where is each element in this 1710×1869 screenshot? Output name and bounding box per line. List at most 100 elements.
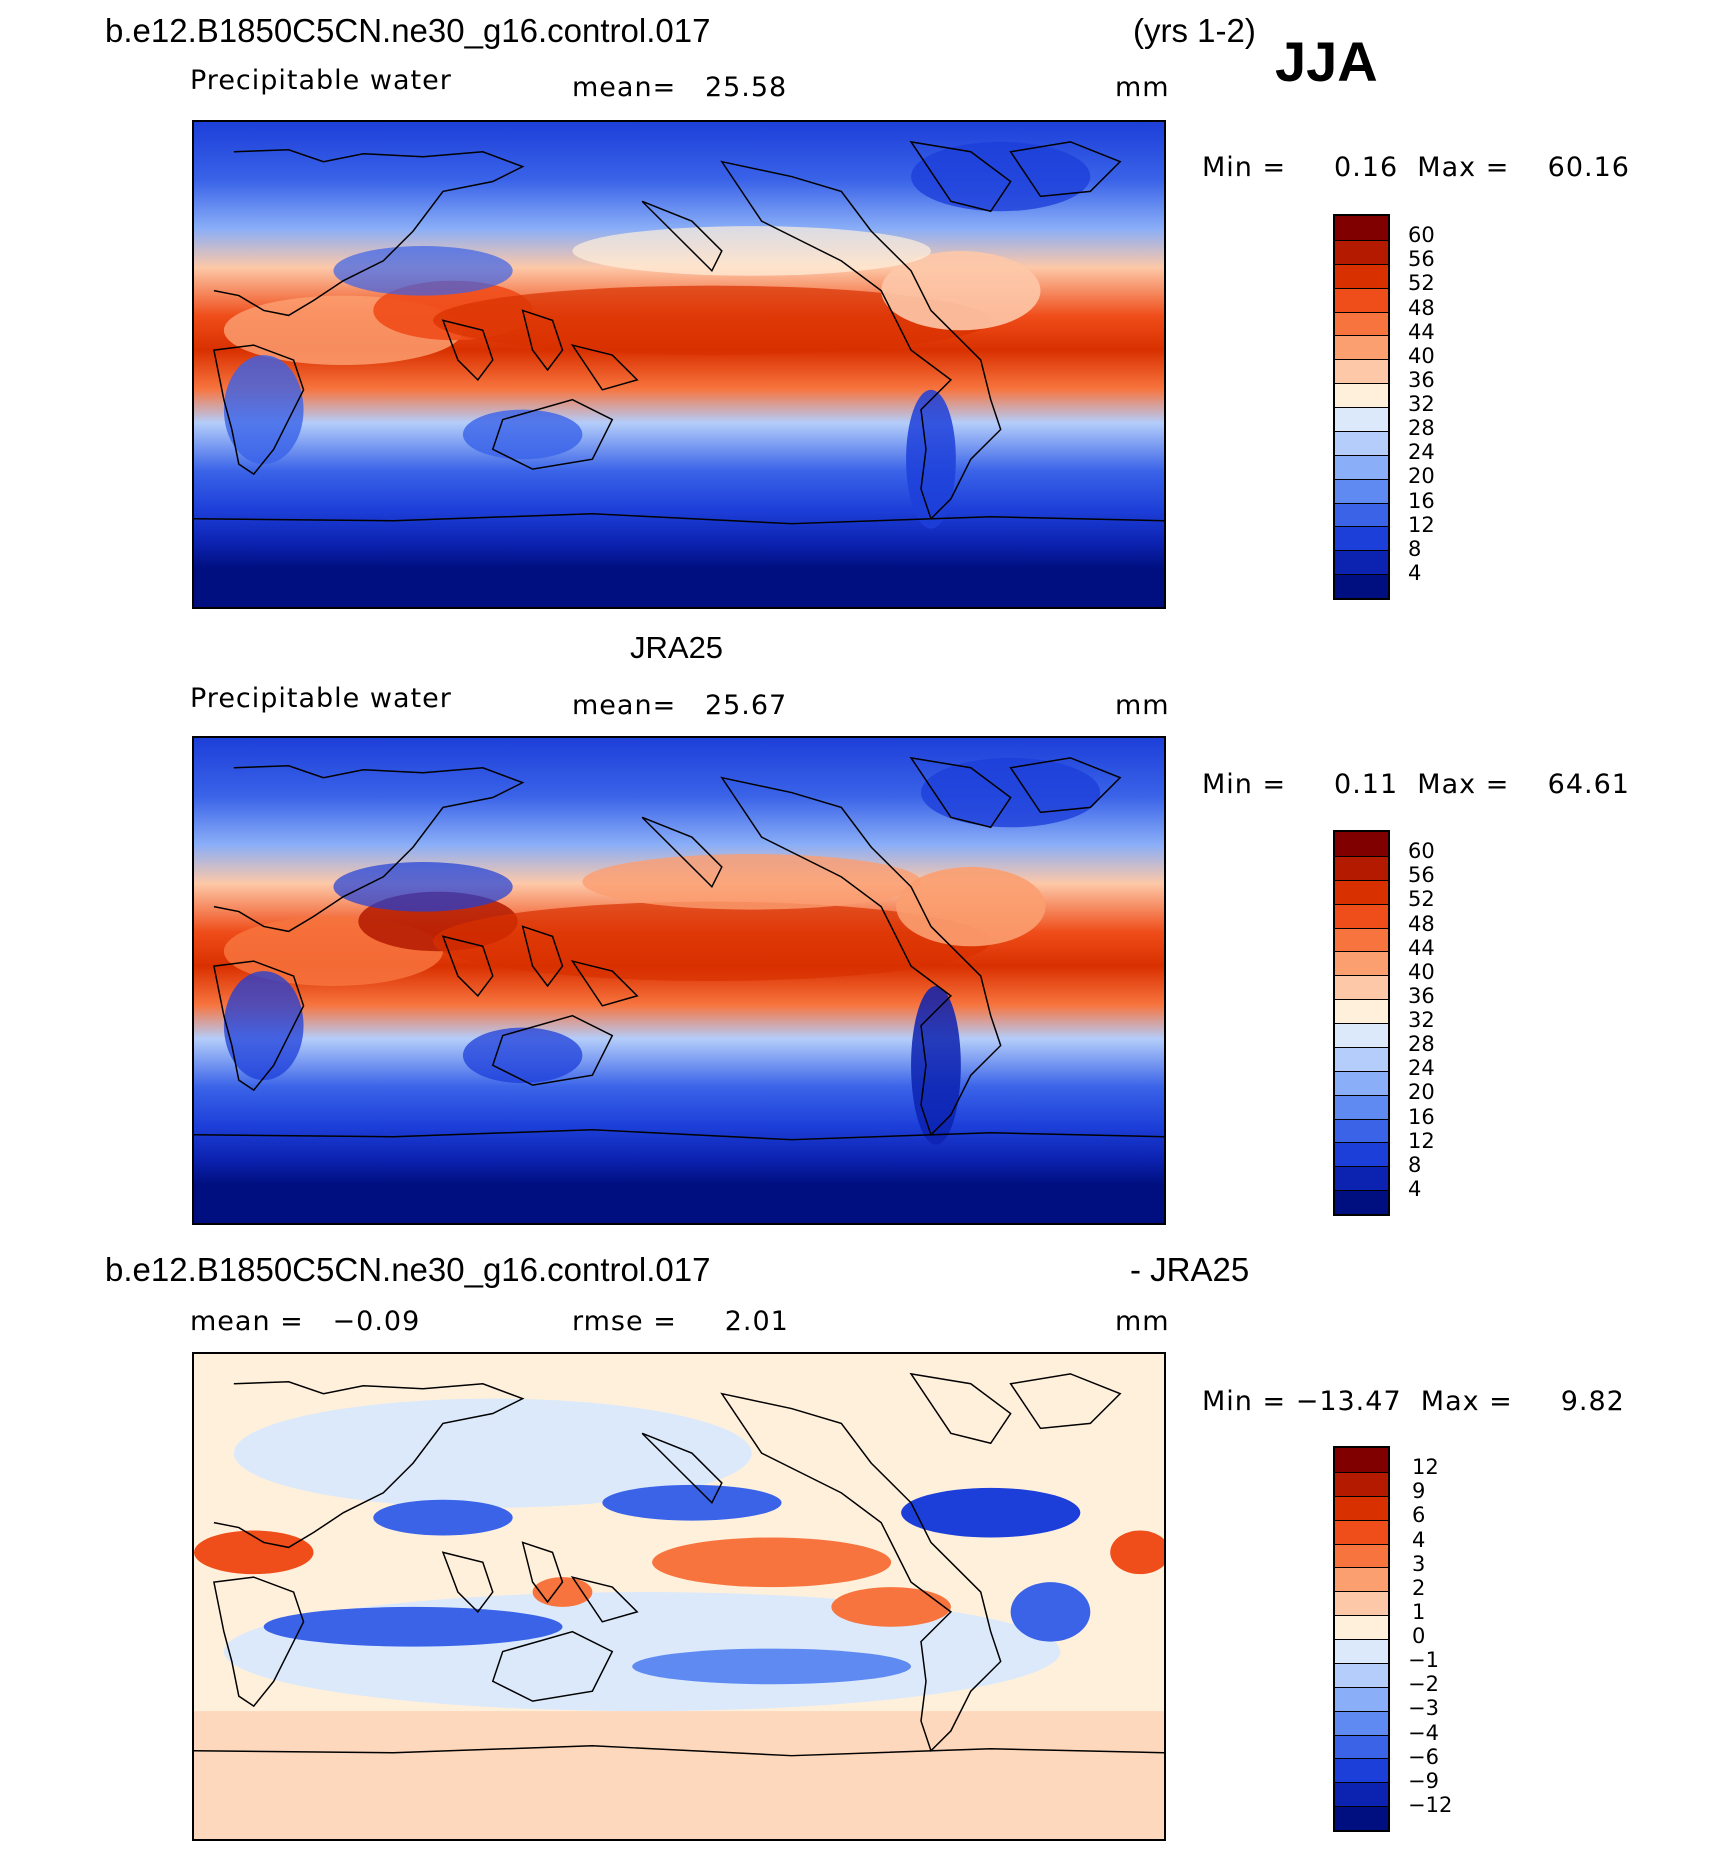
colorbar-swatch bbox=[1335, 832, 1388, 856]
colorbar-tick-label: 16 bbox=[1408, 488, 1435, 513]
case-title: b.e12.B1850C5CN.ne30_g16.control.017 bbox=[105, 12, 711, 49]
colorbar-tick-label: 60 bbox=[1408, 223, 1435, 248]
panel-obs-mean: mean= 25.67 bbox=[572, 690, 788, 721]
colorbar-tick-label: 28 bbox=[1408, 416, 1435, 441]
colorbar-swatch bbox=[1335, 1471, 1388, 1496]
colorbar-swatch bbox=[1335, 1686, 1388, 1711]
colorbar-tick-label: 8 bbox=[1408, 1152, 1422, 1177]
panel-model-mean: mean= 25.58 bbox=[572, 72, 788, 103]
colorbar-tick-label: 12 bbox=[1408, 512, 1435, 537]
colorbar-tick-label: 52 bbox=[1408, 887, 1435, 912]
colorbar-tick-label: 40 bbox=[1408, 343, 1435, 368]
colorbar-tick-label: 48 bbox=[1408, 911, 1435, 936]
colorbar-swatch bbox=[1335, 1567, 1388, 1592]
colorbar-tick-label: 36 bbox=[1408, 367, 1435, 392]
colorbar-tick-label: −3 bbox=[1408, 1696, 1439, 1721]
colorbar-tick-label: 56 bbox=[1408, 863, 1435, 888]
colorbar-tick-label: 20 bbox=[1408, 464, 1435, 489]
colorbar-tick-label: 28 bbox=[1408, 1032, 1435, 1057]
colorbar-model bbox=[1333, 214, 1390, 600]
colorbar-tick-label: 2 bbox=[1412, 1575, 1426, 1600]
colorbar-swatch bbox=[1335, 526, 1388, 551]
colorbar-swatch bbox=[1335, 1662, 1388, 1687]
colorbar-swatch bbox=[1335, 550, 1388, 575]
panel-obs-minmax: Min = 0.11 Max = 64.61 bbox=[1202, 769, 1630, 800]
colorbar-swatch bbox=[1335, 1190, 1388, 1214]
colorbar-tick-label: 3 bbox=[1412, 1551, 1426, 1576]
colorbar-tick-label: 12 bbox=[1412, 1455, 1439, 1480]
colorbar-tick-label: −12 bbox=[1408, 1792, 1453, 1817]
colorbar-tick-label: 1 bbox=[1412, 1599, 1426, 1624]
colorbar-swatch bbox=[1335, 1166, 1388, 1191]
panel-obs-title: JRA25 bbox=[630, 630, 724, 665]
colorbar-swatch bbox=[1335, 999, 1388, 1023]
colorbar-swatch bbox=[1335, 430, 1388, 455]
colorbar-swatch bbox=[1335, 927, 1388, 952]
colorbar-tick-label: 44 bbox=[1408, 935, 1435, 960]
colorbar-swatch bbox=[1335, 239, 1388, 264]
colorbar-tick-label: 4 bbox=[1408, 1176, 1422, 1201]
panel-obs-subtitle: Precipitable water bbox=[190, 683, 452, 714]
panel-diff-units: mm bbox=[1115, 1306, 1170, 1337]
colorbar-diff bbox=[1333, 1446, 1390, 1832]
colorbar-swatch bbox=[1335, 1023, 1388, 1047]
colorbar-tick-label: 52 bbox=[1408, 271, 1435, 296]
colorbar-swatch bbox=[1335, 1142, 1388, 1167]
map-diff-field bbox=[194, 1354, 1164, 1839]
colorbar-swatch bbox=[1335, 263, 1388, 288]
panel-diff-rmse: rmse = 2.01 bbox=[572, 1306, 789, 1337]
colorbar-swatch bbox=[1335, 1591, 1388, 1616]
colorbar-swatch bbox=[1335, 951, 1388, 976]
colorbar-swatch bbox=[1335, 1615, 1388, 1639]
colorbar-tick-label: −6 bbox=[1408, 1744, 1439, 1769]
colorbar-tick-label: 12 bbox=[1408, 1128, 1435, 1153]
panel-diff-title-left: b.e12.B1850C5CN.ne30_g16.control.017 bbox=[105, 1251, 711, 1288]
colorbar-swatch bbox=[1335, 1118, 1388, 1143]
colorbar-tick-label: −2 bbox=[1408, 1672, 1439, 1697]
colorbar-swatch bbox=[1335, 903, 1388, 928]
colorbar-tick-label: 4 bbox=[1412, 1527, 1426, 1552]
colorbar-tick-label: 4 bbox=[1408, 560, 1422, 585]
colorbar-swatch bbox=[1335, 502, 1388, 527]
colorbar-swatch bbox=[1335, 1758, 1388, 1783]
map-model-field bbox=[194, 122, 1164, 607]
map-obs bbox=[192, 736, 1166, 1225]
colorbar-tick-label: 36 bbox=[1408, 983, 1435, 1008]
season-label: JJA bbox=[1275, 30, 1378, 93]
colorbar-tick-label: 6 bbox=[1412, 1503, 1426, 1528]
colorbar-tick-label: 60 bbox=[1408, 839, 1435, 864]
panel-diff-minmax: Min = −13.47 Max = 9.82 bbox=[1202, 1386, 1625, 1417]
colorbar-obs bbox=[1333, 830, 1390, 1216]
colorbar-swatch bbox=[1335, 1734, 1388, 1759]
colorbar-swatch bbox=[1335, 1639, 1388, 1663]
colorbar-tick-label: 48 bbox=[1408, 295, 1435, 320]
colorbar-swatch bbox=[1335, 1448, 1388, 1472]
colorbar-swatch bbox=[1335, 454, 1388, 479]
colorbar-swatch bbox=[1335, 574, 1388, 598]
colorbar-swatch bbox=[1335, 407, 1388, 431]
panel-obs-units: mm bbox=[1115, 690, 1170, 721]
colorbar-tick-label: 24 bbox=[1408, 1056, 1435, 1081]
colorbar-swatch bbox=[1335, 855, 1388, 880]
colorbar-swatch bbox=[1335, 359, 1388, 384]
colorbar-swatch bbox=[1335, 1710, 1388, 1735]
colorbar-swatch bbox=[1335, 287, 1388, 312]
colorbar-swatch bbox=[1335, 1543, 1388, 1568]
colorbar-swatch bbox=[1335, 1046, 1388, 1071]
colorbar-swatch bbox=[1335, 975, 1388, 1000]
colorbar-swatch bbox=[1335, 1806, 1388, 1830]
colorbar-swatch bbox=[1335, 1782, 1388, 1807]
colorbar-swatch bbox=[1335, 1495, 1388, 1520]
colorbar-swatch bbox=[1335, 1519, 1388, 1544]
colorbar-swatch bbox=[1335, 1094, 1388, 1119]
map-diff bbox=[192, 1352, 1166, 1841]
colorbar-tick-label: 40 bbox=[1408, 959, 1435, 984]
colorbar-swatch bbox=[1335, 383, 1388, 407]
colorbar-tick-label: 16 bbox=[1408, 1104, 1435, 1129]
colorbar-tick-label: 44 bbox=[1408, 319, 1435, 344]
colorbar-tick-label: 56 bbox=[1408, 247, 1435, 272]
colorbar-tick-label: 20 bbox=[1408, 1080, 1435, 1105]
panel-model-minmax: Min = 0.16 Max = 60.16 bbox=[1202, 152, 1630, 183]
colorbar-swatch bbox=[1335, 311, 1388, 336]
